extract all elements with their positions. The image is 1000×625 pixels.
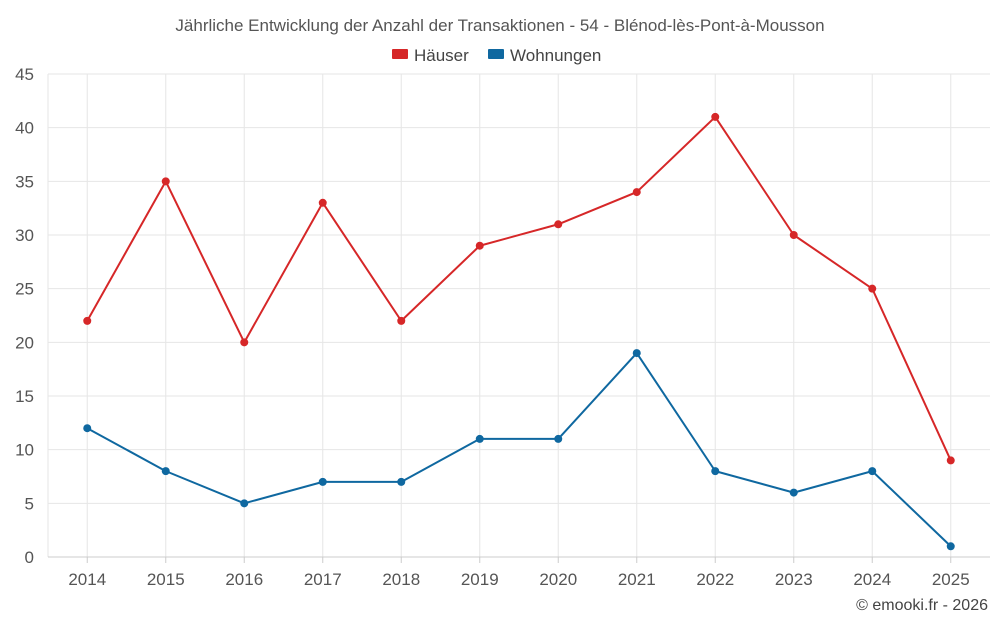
data-point-haeuser[interactable]	[397, 316, 406, 325]
y-tick-label: 40	[15, 119, 34, 138]
data-point-haeuser[interactable]	[632, 188, 641, 197]
data-point-wohnungen[interactable]	[83, 424, 92, 433]
data-point-haeuser[interactable]	[946, 456, 955, 465]
data-point-haeuser[interactable]	[554, 220, 563, 229]
y-tick-label: 45	[15, 65, 34, 84]
data-point-haeuser[interactable]	[240, 338, 249, 347]
x-tick-label: 2020	[539, 570, 577, 589]
x-tick-label: 2014	[68, 570, 106, 589]
y-tick-label: 35	[15, 172, 34, 191]
grid	[48, 73, 990, 557]
x-tick-label: 2015	[147, 570, 185, 589]
data-point-wohnungen[interactable]	[318, 477, 327, 486]
data-point-wohnungen[interactable]	[632, 349, 641, 358]
data-point-wohnungen[interactable]	[554, 434, 563, 443]
series-haeuser	[83, 112, 955, 465]
y-tick-label: 30	[15, 226, 34, 245]
x-tick-label: 2022	[696, 570, 734, 589]
y-tick-label: 0	[25, 548, 34, 567]
data-point-wohnungen[interactable]	[868, 467, 877, 476]
legend-swatch-haeuser	[392, 49, 408, 59]
y-tick-label: 10	[15, 441, 34, 460]
legend-item-wohnungen[interactable]: Wohnungen	[488, 46, 601, 65]
x-tick-label: 2016	[225, 570, 263, 589]
credit-text: © emooki.fr - 2026	[856, 597, 988, 614]
data-point-wohnungen[interactable]	[789, 488, 798, 497]
data-point-wohnungen[interactable]	[711, 467, 720, 476]
data-point-haeuser[interactable]	[711, 112, 720, 121]
data-point-wohnungen[interactable]	[475, 434, 484, 443]
y-tick-label: 15	[15, 387, 34, 406]
x-tick-label: 2024	[853, 570, 891, 589]
data-point-haeuser[interactable]	[318, 198, 327, 207]
legend-item-haeuser[interactable]: Häuser	[392, 46, 469, 65]
legend: Häuser Wohnungen	[392, 46, 601, 65]
legend-swatch-wohnungen	[488, 49, 504, 59]
data-point-haeuser[interactable]	[475, 241, 484, 250]
data-point-haeuser[interactable]	[868, 284, 877, 293]
series	[83, 112, 955, 551]
data-point-haeuser[interactable]	[83, 316, 92, 325]
x-tick-label: 2018	[382, 570, 420, 589]
y-tick-label: 25	[15, 280, 34, 299]
x-tick-label: 2021	[618, 570, 656, 589]
series-line-wohnungen	[86, 352, 952, 547]
data-point-wohnungen[interactable]	[161, 467, 170, 476]
data-point-wohnungen[interactable]	[946, 542, 955, 551]
series-line-haeuser	[86, 115, 952, 461]
y-tick-label: 5	[25, 494, 34, 513]
x-tick-label: 2025	[932, 570, 970, 589]
y-tick-label: 20	[15, 333, 34, 352]
legend-label-wohnungen: Wohnungen	[510, 46, 601, 65]
data-point-haeuser[interactable]	[789, 231, 798, 239]
data-point-wohnungen[interactable]	[397, 477, 406, 486]
x-tick-label: 2017	[304, 570, 342, 589]
x-tick-label: 2023	[775, 570, 813, 589]
legend-label-haeuser: Häuser	[414, 46, 469, 65]
chart-title: Jährliche Entwicklung der Anzahl der Tra…	[175, 16, 824, 35]
data-point-wohnungen[interactable]	[240, 499, 249, 508]
series-wohnungen	[83, 349, 955, 551]
x-tick-label: 2019	[461, 570, 499, 589]
data-point-haeuser[interactable]	[161, 177, 170, 186]
